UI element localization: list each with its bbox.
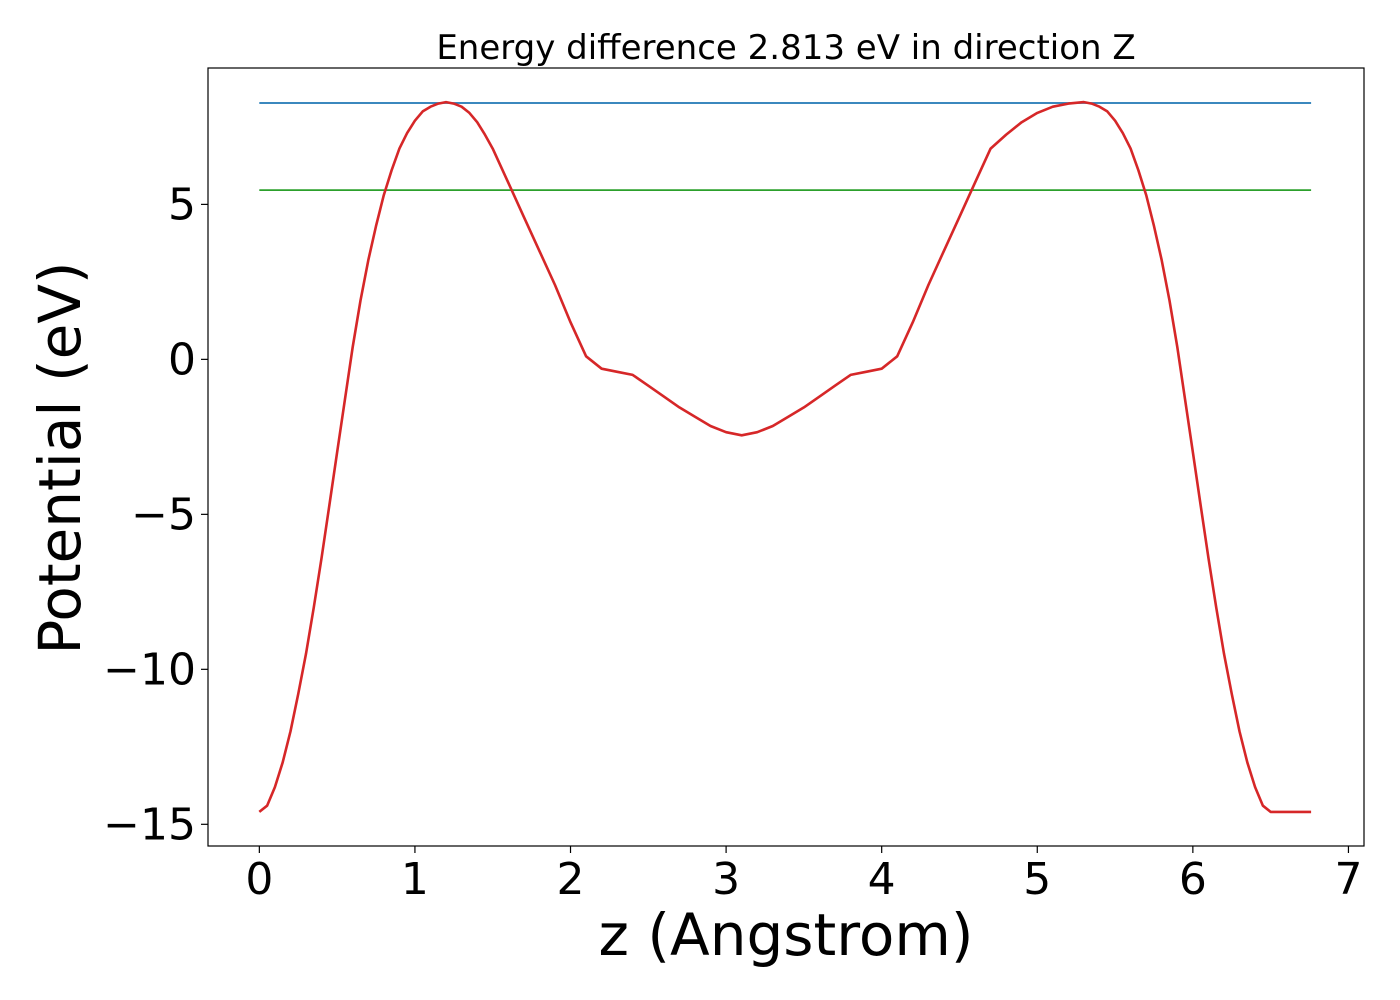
x-axis-label: z (Angstrom) — [599, 901, 974, 969]
x-tick-label: 3 — [712, 854, 740, 905]
x-tick-label: 6 — [1179, 854, 1207, 905]
x-tick-label: 0 — [245, 854, 273, 905]
y-axis-label: Potential (eV) — [26, 261, 94, 654]
x-tick-label: 5 — [1023, 854, 1051, 905]
y-tick-label: −10 — [103, 644, 196, 695]
x-tick-label: 2 — [557, 854, 585, 905]
y-tick-label: −5 — [131, 489, 196, 540]
x-tick-label: 1 — [401, 854, 429, 905]
y-tick-label: 5 — [168, 179, 196, 230]
plot-area — [258, 100, 1312, 814]
y-axis-ticks: 5 0 −5 −10 −15 — [103, 179, 208, 850]
chart-title: Energy difference 2.813 eV in direction … — [436, 28, 1135, 68]
x-tick-label: 7 — [1334, 854, 1362, 905]
y-tick-label: −15 — [103, 799, 196, 850]
x-tick-label: 4 — [868, 854, 896, 905]
y-tick-label: 0 — [168, 334, 196, 385]
series-line-0 — [258, 100, 1312, 814]
x-axis-ticks: 0 1 2 3 4 5 6 7 — [245, 846, 1362, 905]
plot-frame — [207, 67, 1365, 847]
